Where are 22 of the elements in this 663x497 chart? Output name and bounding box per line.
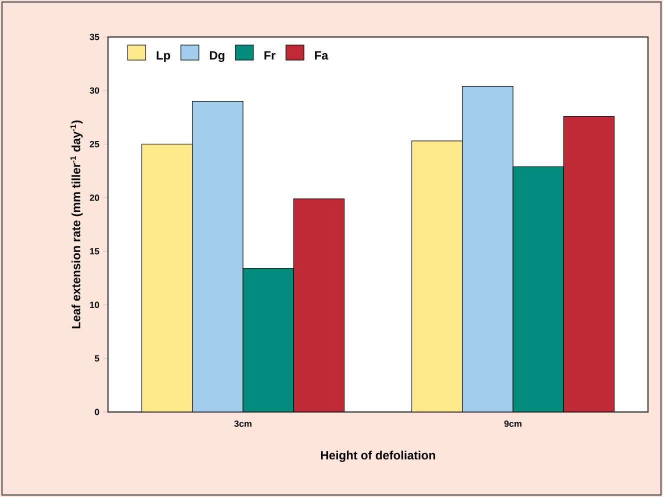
y-tick-label: 30 (90, 87, 100, 94)
bar (293, 198, 345, 412)
y-tick-label: 15 (90, 248, 100, 254)
legend-label: Fa (315, 51, 328, 60)
y-tick-label: 10 (90, 302, 100, 308)
y-tick-label: 5 (94, 355, 100, 362)
y-axis-title: Leaf extension rate (mm tiller$^{-1}$ day$^{-1}$) (70, 120, 83, 328)
bar (512, 166, 564, 412)
legend-label: Dg (210, 51, 224, 62)
y-tick-label: 20 (90, 194, 100, 201)
y-tick-label: 35 (90, 34, 100, 40)
x-tick-label: 9cm (504, 420, 522, 427)
bar (462, 86, 514, 412)
bar (563, 116, 615, 412)
bar (192, 100, 244, 412)
legend-label: Fr (264, 51, 276, 60)
x-axis-title: Height of defoliation (321, 450, 436, 462)
bar (242, 268, 294, 412)
y-tick-label: 25 (90, 140, 100, 148)
x-tick-label: 3cm (234, 420, 252, 427)
legend-label: Lp (156, 51, 170, 62)
y-tick-label: 0 (94, 408, 100, 416)
